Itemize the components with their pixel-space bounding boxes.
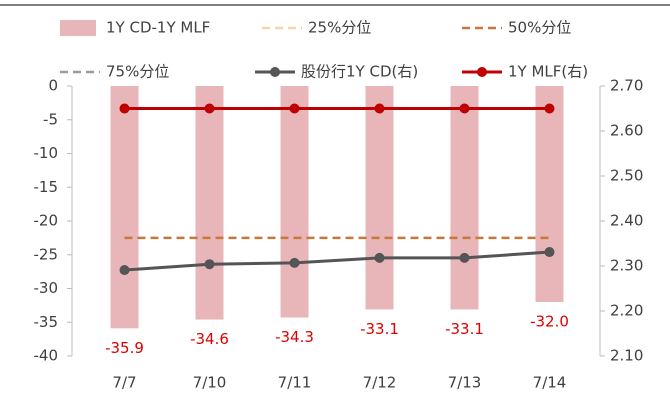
y-tick-label: -15 bbox=[34, 178, 59, 196]
marker bbox=[289, 257, 300, 268]
x-tick-label: 7/14 bbox=[533, 374, 567, 392]
legend-marker bbox=[270, 67, 280, 77]
legend-label: 25%分位 bbox=[308, 19, 371, 37]
marker bbox=[374, 103, 385, 114]
y2-tick-label: 2.30 bbox=[610, 257, 643, 275]
data-label: -33.1 bbox=[360, 320, 399, 338]
legend-swatch bbox=[60, 20, 96, 36]
bar bbox=[450, 86, 479, 310]
x-tick-label: 7/11 bbox=[278, 374, 312, 392]
legend-marker bbox=[477, 67, 487, 77]
marker bbox=[289, 103, 300, 114]
y-tick-label: -20 bbox=[34, 212, 59, 230]
marker bbox=[119, 103, 130, 114]
y2-tick-label: 2.50 bbox=[610, 167, 643, 185]
y2-tick-label: 2.10 bbox=[610, 347, 643, 365]
y2-tick-label: 2.70 bbox=[610, 77, 643, 95]
bar bbox=[280, 86, 309, 318]
x-tick-label: 7/7 bbox=[112, 374, 136, 392]
y-tick-label: -10 bbox=[34, 144, 59, 162]
y2-tick-label: 2.60 bbox=[610, 122, 643, 140]
y-tick-label: 0 bbox=[48, 77, 58, 95]
marker bbox=[459, 103, 470, 114]
legend-label: 50%分位 bbox=[508, 19, 571, 37]
legend-label: 75%分位 bbox=[106, 63, 169, 81]
y-tick-label: -40 bbox=[34, 347, 59, 365]
y2-tick-label: 2.40 bbox=[610, 212, 643, 230]
data-label: -34.6 bbox=[190, 330, 229, 348]
x-tick-label: 7/13 bbox=[448, 374, 482, 392]
x-tick-label: 7/10 bbox=[193, 374, 227, 392]
marker bbox=[459, 252, 470, 263]
legend-label: 1Y CD-1Y MLF bbox=[106, 19, 210, 37]
marker bbox=[204, 259, 215, 270]
bar bbox=[110, 86, 139, 329]
legend-label: 股份行1Y CD(右) bbox=[301, 63, 418, 81]
bar bbox=[535, 86, 564, 302]
data-label: -34.3 bbox=[275, 328, 314, 346]
x-tick-label: 7/12 bbox=[363, 374, 397, 392]
marker bbox=[374, 252, 385, 263]
data-label: -33.1 bbox=[445, 320, 484, 338]
bar bbox=[365, 86, 394, 310]
marker bbox=[119, 265, 130, 276]
marker bbox=[544, 103, 555, 114]
bar bbox=[195, 86, 224, 320]
y-tick-label: -25 bbox=[34, 245, 59, 263]
y-tick-label: -35 bbox=[34, 313, 59, 331]
y-tick-label: -30 bbox=[34, 279, 59, 297]
data-label: -32.0 bbox=[530, 313, 569, 331]
marker bbox=[544, 247, 555, 258]
legend-label: 1Y MLF(右) bbox=[508, 63, 588, 81]
data-label: -35.9 bbox=[105, 339, 144, 357]
line bbox=[124, 250, 550, 272]
y2-tick-label: 2.20 bbox=[610, 302, 643, 320]
marker bbox=[204, 103, 215, 114]
y-tick-label: -5 bbox=[43, 110, 58, 128]
